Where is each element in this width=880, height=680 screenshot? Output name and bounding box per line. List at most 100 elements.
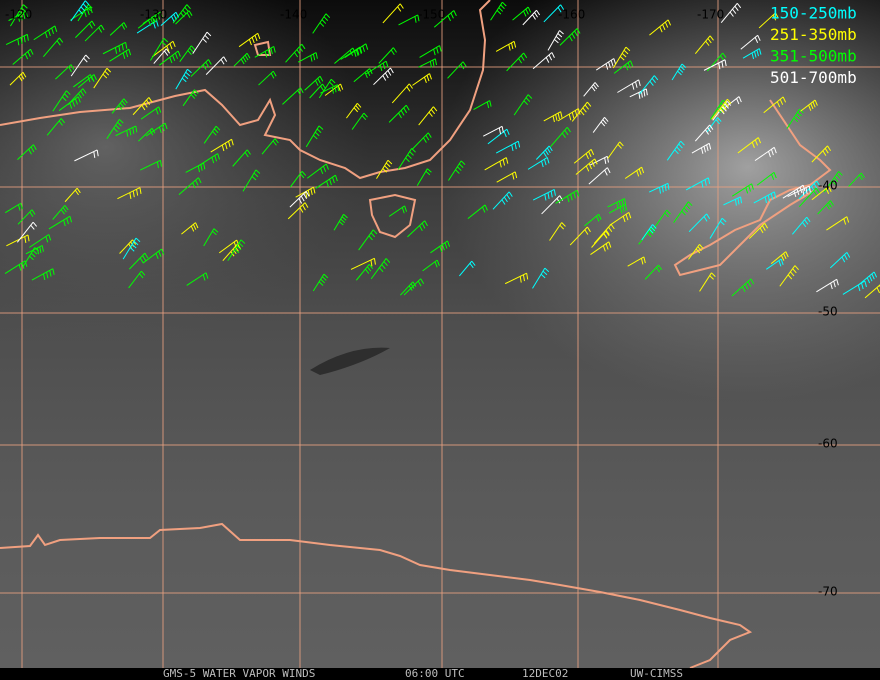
barb-tick (397, 6, 402, 12)
wind-barb (712, 101, 732, 121)
barb-tick (202, 274, 206, 281)
wind-barb (159, 50, 181, 66)
barb-tick (503, 131, 507, 138)
barb-tick (356, 102, 362, 108)
barb-tick (802, 185, 806, 192)
barb-tick (566, 196, 570, 203)
barb-tick (180, 12, 185, 18)
wind-barb (160, 11, 180, 27)
barb-tick (319, 22, 325, 27)
barb-tick (96, 149, 99, 157)
barb-tick (664, 184, 667, 192)
wind-barb (388, 104, 410, 123)
wind-barb (592, 117, 609, 133)
barb-tick (153, 22, 156, 29)
barb-tick (414, 16, 417, 23)
barb-tick (325, 163, 329, 170)
barb-tick (513, 41, 517, 48)
barb-tick (545, 57, 550, 63)
barb-tick (754, 139, 758, 146)
barb-tick (429, 73, 432, 80)
wind-barb (609, 211, 632, 226)
barb-tick (605, 243, 609, 250)
barb-tick (76, 187, 81, 194)
barb-tick (703, 146, 706, 153)
wind-barb (285, 43, 306, 63)
barb-tick (234, 248, 240, 254)
barb-tick (320, 85, 325, 92)
barb-tick (557, 7, 562, 13)
barb-tick (319, 75, 324, 82)
barb-tick (541, 160, 544, 168)
barb-tick (121, 100, 126, 106)
barb-tick (422, 137, 427, 143)
barb-tick (322, 165, 327, 172)
barb-tick (203, 162, 206, 170)
barb-tick (20, 203, 23, 210)
barb-tick (745, 187, 749, 194)
barb-tick (118, 104, 123, 110)
legend-entry: 501-700mb (770, 68, 857, 87)
wind-barb (346, 102, 362, 119)
wind-barb (557, 108, 581, 122)
barb-tick (321, 276, 327, 281)
wind-barb (495, 140, 521, 154)
wind-barb (407, 220, 428, 238)
barb-tick (722, 52, 727, 58)
wind-barb (473, 100, 492, 111)
barb-tick (568, 35, 573, 42)
barb-tick (190, 94, 196, 99)
barb-tick (135, 237, 141, 243)
barb-tick (747, 281, 752, 287)
barb-tick (363, 112, 368, 118)
wind-barb (608, 203, 628, 214)
wind-barb (694, 124, 714, 142)
latitude-labels: -40 -50 -60 -70 (818, 179, 838, 599)
barb-tick (428, 111, 433, 117)
barb-tick (641, 167, 645, 174)
barb-tick (758, 48, 762, 55)
wind-barb (203, 125, 221, 144)
wind-barb (753, 191, 777, 204)
barb-tick (373, 258, 376, 265)
barb-tick (722, 104, 727, 110)
barb-tick (423, 76, 427, 84)
barb-tick (20, 37, 23, 44)
barb-tick (62, 207, 67, 213)
barb-tick (526, 273, 529, 280)
barb-tick (489, 100, 492, 107)
barb-tick (58, 120, 63, 126)
barb-tick (312, 134, 318, 140)
barb-tick (390, 49, 395, 56)
barb-tick (659, 26, 663, 33)
barb-tick (129, 192, 132, 199)
wind-barb (136, 20, 159, 34)
barb-tick (82, 3, 88, 9)
barb-tick (208, 59, 212, 65)
barb-tick (161, 248, 165, 255)
wind-barb (25, 245, 44, 255)
barb-tick (404, 205, 408, 212)
wind-barb (106, 119, 124, 140)
barb-tick (146, 99, 151, 106)
coastlines (0, 0, 832, 669)
barb-tick (548, 54, 553, 61)
barb-tick (186, 12, 191, 18)
barb-tick (667, 19, 672, 26)
barb-tick (126, 130, 129, 137)
barb-tick (20, 13, 23, 21)
barb-tick (782, 96, 787, 103)
wind-barb (305, 125, 324, 148)
wind-barb (624, 166, 645, 179)
barb-tick (754, 37, 759, 44)
barb-tick (802, 222, 807, 228)
barb-tick (86, 8, 90, 16)
barb-tick (23, 4, 28, 9)
barb-tick (129, 247, 135, 252)
wind-barb (117, 187, 142, 200)
barb-tick (22, 72, 27, 78)
barb-tick (359, 46, 363, 54)
barb-tick (17, 15, 21, 22)
barb-tick (314, 131, 320, 137)
barb-tick (188, 10, 193, 16)
